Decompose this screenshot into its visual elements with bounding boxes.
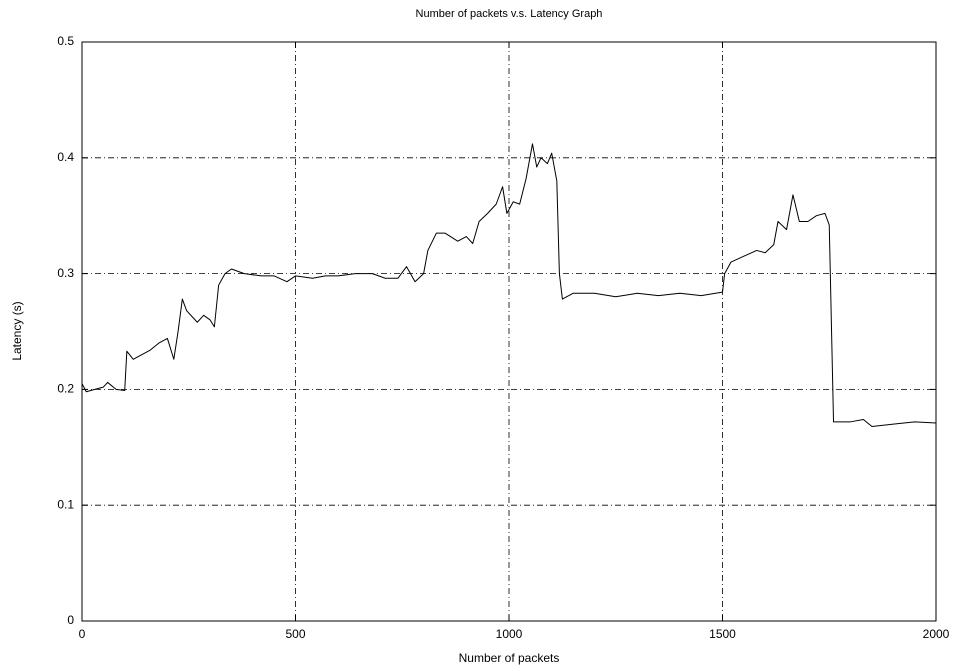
y-tick-label: 0.4 <box>57 150 74 164</box>
y-axis-label: Latency (s) <box>10 301 24 360</box>
x-tick-label: 1000 <box>496 627 523 641</box>
y-tick-label: 0 <box>67 613 74 627</box>
y-tick-label: 0.2 <box>57 382 74 396</box>
y-tick-label: 0.3 <box>57 266 74 280</box>
chart-title: Number of packets v.s. Latency Graph <box>416 8 603 20</box>
x-tick-label: 2000 <box>923 627 950 641</box>
x-axis-label: Number of packets <box>459 651 560 665</box>
x-tick-label: 1500 <box>709 627 736 641</box>
x-tick-label: 500 <box>285 627 305 641</box>
data-line <box>81 143 937 427</box>
y-tick-label: 0.5 <box>57 34 74 48</box>
x-tick-label: 0 <box>79 627 86 641</box>
y-tick-label: 0.1 <box>57 497 74 511</box>
